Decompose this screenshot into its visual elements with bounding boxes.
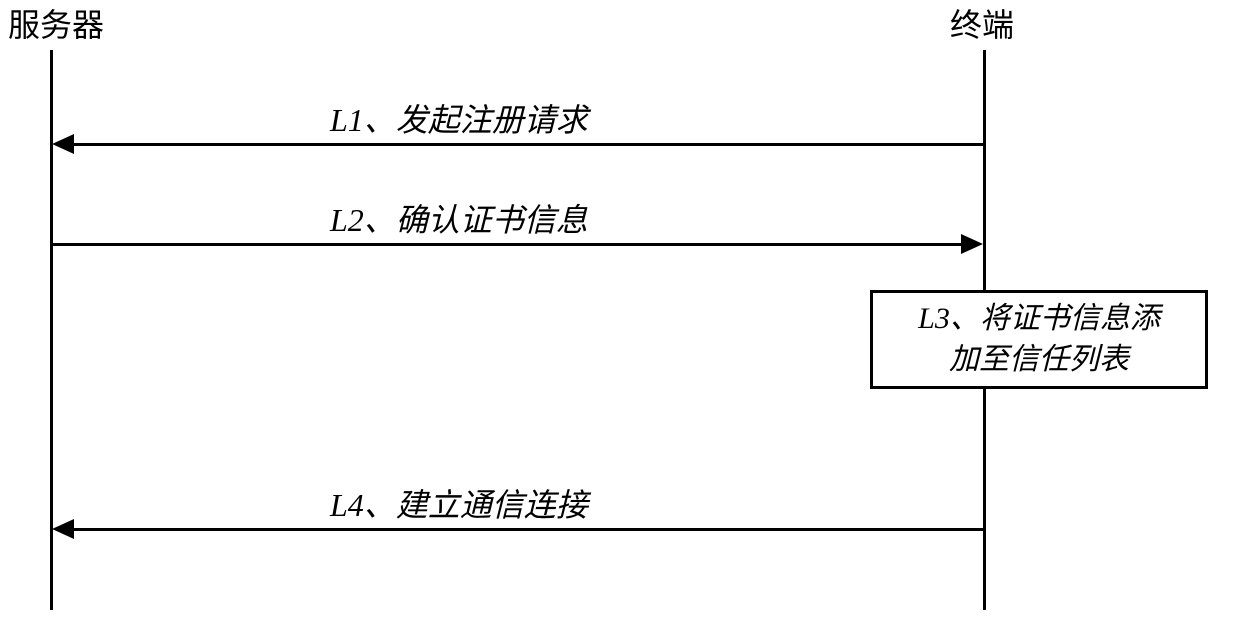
actor-server-label: 服务器 [8,0,104,46]
message-l2-label: L2、确认证书信息 [330,195,588,241]
action-box-l3-line1: L3、将证书信息添 [918,302,1160,335]
message-l1-arrowhead [52,134,74,154]
message-l4-label: L4、建立通信连接 [330,480,588,526]
message-l1-label: L1、发起注册请求 [330,95,588,141]
action-box-l3-line2: 加至信任列表 [949,343,1129,376]
message-l2-arrowhead [961,234,983,254]
message-l4-arrowhead [52,519,74,539]
message-l1-arrow [60,143,983,146]
action-box-l3: L3、将证书信息添 加至信任列表 [870,290,1208,389]
message-l4-arrow [60,528,983,531]
message-l2-arrow [52,243,975,246]
actor-terminal-label: 终端 [950,0,1014,46]
